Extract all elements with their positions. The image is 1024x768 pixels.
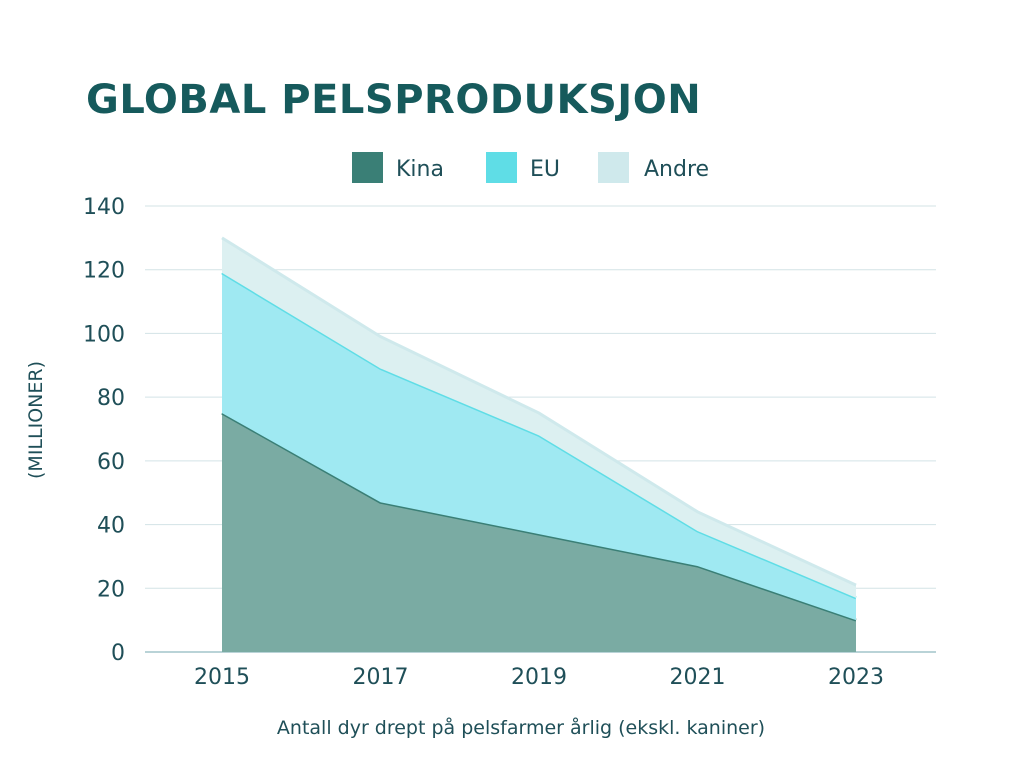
- y-axis-title: (MILLIONER): [25, 361, 47, 479]
- chart-title: GLOBAL PELSPRODUKSJON: [86, 77, 701, 123]
- legend-swatch-kina: [352, 152, 383, 183]
- x-tick-label: 2023: [828, 665, 884, 690]
- y-tick-label: 20: [97, 577, 125, 602]
- x-tick-label: 2021: [670, 665, 726, 690]
- y-tick-label: 40: [97, 514, 125, 539]
- area-kina: [222, 413, 856, 652]
- legend-swatch-eu: [486, 152, 517, 183]
- area-eu: [222, 272, 856, 621]
- x-tick-label: 2019: [511, 665, 567, 690]
- y-tick-label: 120: [83, 259, 125, 284]
- x-axis-ticks: 2015 2017 2019 2021 2023: [194, 665, 884, 690]
- legend: Kina EU Andre: [352, 152, 709, 183]
- y-axis-ticks: 0 20 40 60 80 100 120 140: [83, 195, 125, 666]
- line-andre: [221, 236, 857, 587]
- x-tick-label: 2015: [194, 665, 250, 690]
- x-tick-label: 2017: [353, 665, 409, 690]
- legend-label-andre: Andre: [644, 157, 709, 182]
- plot-areas: [221, 236, 857, 652]
- y-tick-label: 0: [111, 641, 125, 666]
- legend-swatch-andre: [598, 152, 629, 183]
- y-tick-label: 140: [83, 195, 125, 220]
- area-andre: [222, 237, 856, 598]
- y-tick-label: 60: [97, 450, 125, 475]
- y-tick-label: 80: [97, 386, 125, 411]
- legend-label-kina: Kina: [396, 157, 444, 182]
- y-tick-label: 100: [83, 322, 125, 347]
- x-axis-title: Antall dyr drept på pelsfarmer årlig (ek…: [277, 716, 765, 739]
- legend-label-eu: EU: [530, 157, 560, 182]
